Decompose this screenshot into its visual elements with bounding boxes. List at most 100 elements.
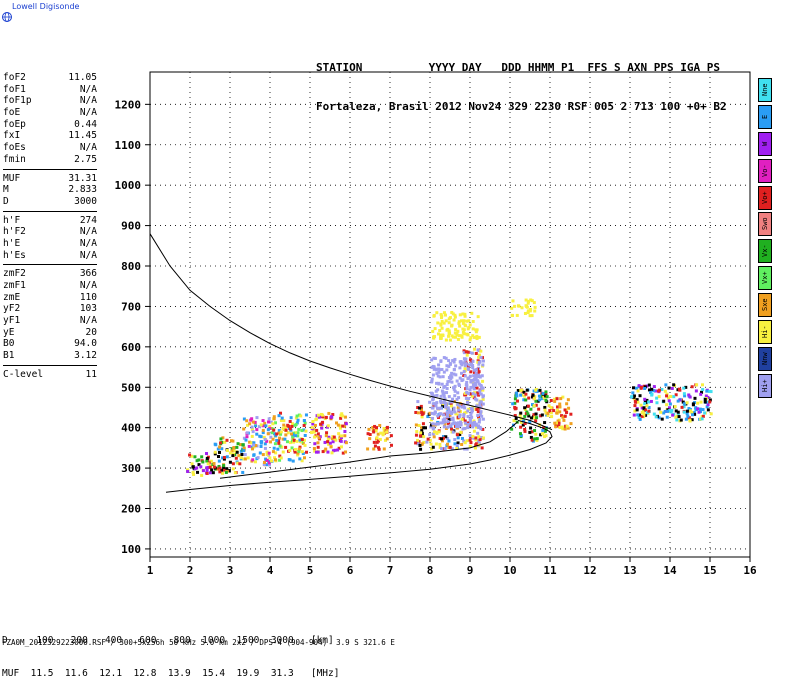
echo-point xyxy=(256,456,260,460)
y-axis-ticks: 100 200 300 400 500 600 700 800 900 1000 1100 1200 xyxy=(115,98,150,556)
echo-point xyxy=(297,449,301,453)
echo-point xyxy=(475,407,479,411)
echo-point xyxy=(438,442,442,446)
echo-point xyxy=(441,421,445,425)
echo-point xyxy=(284,433,288,437)
echo-point xyxy=(302,456,306,460)
echo-point xyxy=(313,442,317,446)
echo-point xyxy=(335,421,339,425)
ionogram-chart: 1 2 3 4 5 6 7 8 9 10 11 12 13 14 15 16 1002003004005006… xyxy=(115,71,757,577)
echo-point xyxy=(238,462,242,466)
echo-point xyxy=(674,393,678,397)
echo-point xyxy=(222,457,226,461)
echo-point xyxy=(252,441,256,445)
echo-point xyxy=(467,363,471,367)
echo-point xyxy=(339,413,343,417)
x-tick-label: 11 xyxy=(543,564,557,577)
echo-point xyxy=(320,426,324,430)
echo-point xyxy=(459,420,463,424)
echo-point xyxy=(443,447,447,451)
echo-point xyxy=(468,338,472,342)
echo-point xyxy=(700,383,704,387)
echo-point xyxy=(526,404,530,408)
echo-point xyxy=(548,409,552,413)
echo-point xyxy=(261,453,265,457)
echo-point xyxy=(685,401,689,405)
echo-point xyxy=(433,402,437,406)
echo-point xyxy=(454,373,458,377)
echo-point xyxy=(453,335,457,339)
param-value: N/A xyxy=(79,280,97,291)
echo-point xyxy=(709,390,713,394)
echo-point xyxy=(480,446,484,450)
echo-point xyxy=(191,465,195,469)
x-tick-label: 10 xyxy=(503,564,516,577)
echo-point xyxy=(655,396,659,400)
echo-point xyxy=(439,421,443,425)
parameter-panel: foF2 11.05 foF1 N/A foF1p N/A foE N/A foEp 0.44 fx… xyxy=(3,72,97,381)
echo-point xyxy=(689,409,693,413)
echo-point xyxy=(416,400,420,404)
param-separator xyxy=(3,364,97,366)
echo-point xyxy=(451,312,455,316)
echo-point xyxy=(475,334,479,338)
echo-point xyxy=(447,329,451,333)
echo-point xyxy=(456,329,460,333)
echo-point xyxy=(676,399,680,403)
echo-point xyxy=(472,368,476,372)
echo-point xyxy=(435,311,439,315)
echo-point xyxy=(653,389,657,393)
echo-point xyxy=(440,439,444,443)
echo-point xyxy=(694,406,698,410)
echo-point xyxy=(372,447,376,451)
echo-point xyxy=(435,372,439,376)
echo-point xyxy=(337,446,341,450)
echo-point xyxy=(417,424,421,428)
echo-point xyxy=(373,424,377,428)
echo-point xyxy=(436,332,440,336)
echo-point xyxy=(265,463,269,467)
echo-point xyxy=(530,430,534,434)
echo-point xyxy=(269,427,273,431)
echo-point xyxy=(315,428,319,432)
echo-point xyxy=(208,465,212,469)
echo-point xyxy=(474,330,478,334)
echo-point xyxy=(478,389,482,393)
echo-point xyxy=(542,396,546,400)
echo-point xyxy=(446,425,450,429)
param-row: h'F 274 xyxy=(3,215,97,227)
echo-point xyxy=(647,406,651,410)
echo-point xyxy=(481,436,485,440)
echo-point xyxy=(205,471,209,475)
echo-point xyxy=(452,360,456,364)
echo-point xyxy=(242,427,246,431)
echo-point xyxy=(420,428,424,432)
echo-point xyxy=(313,449,317,453)
echo-point xyxy=(316,441,320,445)
echo-point xyxy=(468,434,472,438)
echo-point xyxy=(454,364,458,368)
echo-point xyxy=(267,463,271,467)
echo-point xyxy=(519,389,523,393)
echo-point xyxy=(299,414,303,418)
echo-point xyxy=(708,400,712,404)
echo-point xyxy=(533,415,537,419)
echo-point xyxy=(533,437,537,441)
echo-point xyxy=(231,467,235,471)
echo-point xyxy=(294,447,298,451)
echo-point xyxy=(643,402,647,406)
echo-point xyxy=(320,424,324,428)
echo-point xyxy=(281,450,285,454)
globe-icon xyxy=(2,12,12,22)
echo-point xyxy=(367,427,371,431)
echo-point xyxy=(258,451,262,455)
echo-point xyxy=(700,390,704,394)
echo-point xyxy=(477,362,481,366)
echo-point xyxy=(296,418,300,422)
echo-point xyxy=(319,422,323,426)
echo-point xyxy=(261,428,265,432)
echo-point xyxy=(474,436,478,440)
echo-point xyxy=(456,391,460,395)
echo-points xyxy=(186,298,713,477)
echo-point xyxy=(430,358,434,362)
